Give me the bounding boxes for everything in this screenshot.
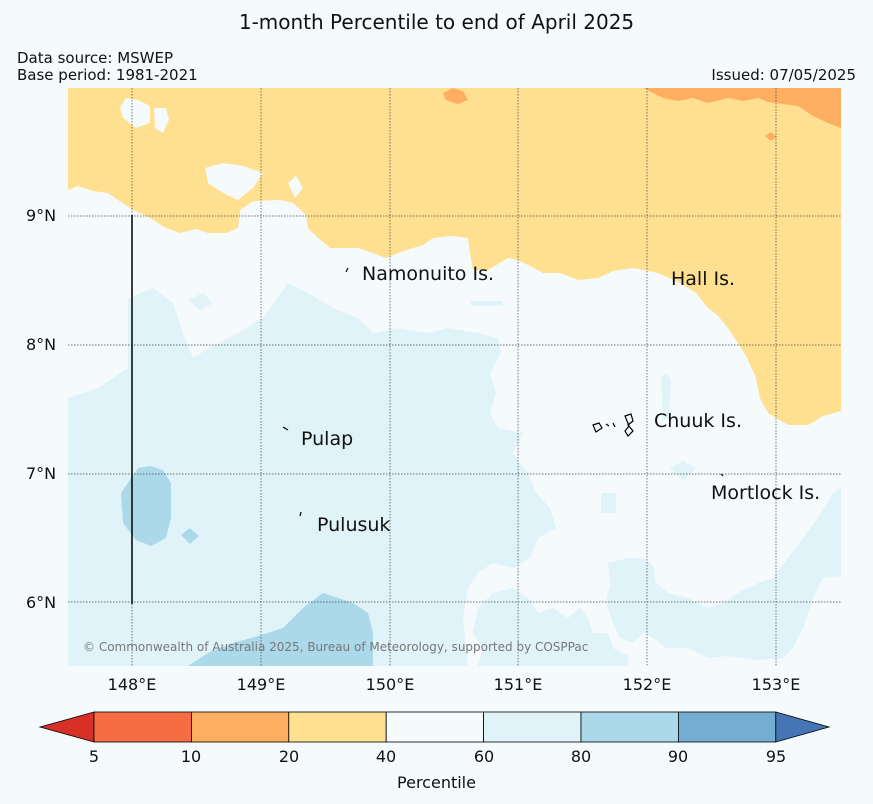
lon-label-149e: 149°E xyxy=(236,675,286,694)
colorbar-tick-80: 80 xyxy=(570,747,592,766)
issued-date: Issued: 07/05/2025 xyxy=(711,66,856,84)
region-hole-2 xyxy=(154,108,169,133)
region-60-80-patch5 xyxy=(188,293,213,310)
region-80-90-west xyxy=(121,466,171,546)
colorbar-tick-5: 5 xyxy=(88,747,100,766)
lon-label-148e: 148°E xyxy=(107,675,157,694)
map-area[interactable] xyxy=(68,88,841,666)
label-namonuito: Namonuito Is. xyxy=(362,263,495,285)
region-80-90-south xyxy=(188,593,373,666)
region-hole-4 xyxy=(288,176,303,198)
lon-label-150e: 150°E xyxy=(365,675,415,694)
mortlock-atoll-icon xyxy=(720,473,724,477)
lat-label-7n: 7°N xyxy=(26,464,57,483)
lon-label-152e: 152°E xyxy=(622,675,672,694)
colorbar-tick-20: 20 xyxy=(278,747,300,766)
lat-label-8n: 8°N xyxy=(26,335,57,354)
colorbar-tick-40: 40 xyxy=(375,747,397,766)
colorbar-label: Percentile xyxy=(397,773,476,792)
data-source: Data source: MSWEP xyxy=(17,49,174,67)
region-60-80-east xyxy=(606,488,841,660)
chuuk-lagoon-icon xyxy=(592,413,634,437)
colorbar-60-80 xyxy=(483,711,582,743)
colorbar-tick-90: 90 xyxy=(667,747,689,766)
region-10-20-ne xyxy=(643,88,841,128)
lon-label-153e: 153°E xyxy=(751,675,801,694)
colorbar-under5 xyxy=(38,711,95,743)
region-60-80-south xyxy=(473,588,628,666)
region-hole-1 xyxy=(120,98,150,128)
pulap-atoll-icon xyxy=(282,426,289,431)
region-10-20-n xyxy=(443,88,468,104)
colorbar-over95 xyxy=(775,711,831,743)
region-80-90-patch xyxy=(181,528,199,544)
colorbar-20-40 xyxy=(288,711,387,743)
colorbar-80-90 xyxy=(580,711,679,743)
map-svg xyxy=(68,88,841,666)
label-pulap: Pulap xyxy=(301,428,354,450)
label-mortlock: Mortlock Is. xyxy=(711,482,821,504)
map-title: 1-month Percentile to end of April 2025 xyxy=(238,10,635,34)
colorbar-tick-95: 95 xyxy=(765,747,787,766)
label-hall: Hall Is. xyxy=(671,268,736,290)
label-pulusuk: Pulusuk xyxy=(317,514,391,536)
region-60-80-patch2 xyxy=(670,461,696,481)
colorbar-5-10 xyxy=(93,711,192,743)
region-60-80-west xyxy=(68,283,556,666)
namonuito-atoll-icon xyxy=(345,267,349,273)
region-60-80-patch4 xyxy=(471,301,503,306)
colorbar-10-20 xyxy=(190,711,290,743)
copyright-notice: © Commonwealth of Australia 2025, Bureau… xyxy=(83,640,589,654)
region-60-80-patch3 xyxy=(661,373,671,420)
colorbar-90-95 xyxy=(678,711,777,743)
island-markers xyxy=(282,267,724,517)
colorbar-tick-60: 60 xyxy=(473,747,495,766)
pulusuk-atoll-icon xyxy=(299,511,302,517)
base-period: Base period: 1981-2021 xyxy=(17,66,198,84)
lon-label-151e: 151°E xyxy=(493,675,543,694)
colorbar xyxy=(38,711,831,743)
meta-left: Data source: MSWEP Base period: 1981-202… xyxy=(17,50,198,84)
lat-label-6n: 6°N xyxy=(26,593,57,612)
colorbar-40-60 xyxy=(385,711,485,743)
region-10-20-small xyxy=(765,132,777,141)
label-chuuk: Chuuk Is. xyxy=(654,410,742,432)
region-hole-5 xyxy=(68,218,74,233)
colorbar-tick-10: 10 xyxy=(180,747,202,766)
region-60-80-patch1 xyxy=(601,493,616,513)
lat-label-9n: 9°N xyxy=(26,206,57,225)
region-hole-3 xyxy=(205,163,263,200)
